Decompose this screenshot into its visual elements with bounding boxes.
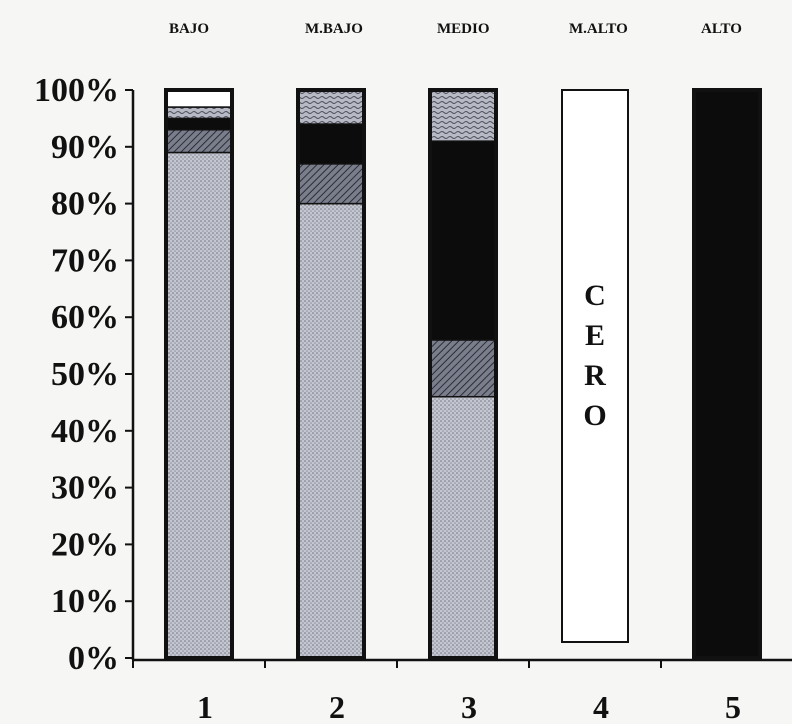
bar-segment-1-3: [165, 117, 233, 131]
bar-segment-2-2: [297, 163, 365, 205]
x-tick-label: 2: [329, 689, 345, 724]
y-tick-label: 30%: [51, 470, 119, 507]
bar-segment-5-3: [693, 89, 761, 659]
bar-segment-1-5: [165, 89, 233, 108]
x-tick-label: 4: [593, 689, 609, 724]
bar-segment-3-1: [429, 395, 497, 659]
category-title: M.ALTO: [569, 21, 628, 37]
x-axis-ticks: [132, 660, 662, 668]
y-tick-label: 100%: [34, 72, 119, 109]
x-axis-labels: 1 2 3 4 5: [197, 689, 741, 724]
bar-outline-1: [164, 88, 234, 660]
bar-outline-3: [428, 88, 498, 660]
category-title: BAJO: [169, 21, 209, 37]
x-tick-label: 5: [725, 689, 741, 724]
bar-segment-3-4: [429, 89, 497, 142]
bar-segment-1-1: [165, 151, 233, 659]
y-tick-label: 50%: [51, 356, 119, 393]
category-titles: BAJO M.BAJO MEDIO M.ALTO ALTO: [169, 21, 742, 37]
bar-segment-1-2: [165, 129, 233, 154]
category-title: M.BAJO: [305, 21, 363, 37]
bar-segment-3-3: [429, 140, 497, 341]
y-tick-label: 10%: [51, 583, 119, 620]
bar-outline-2: [296, 88, 366, 660]
y-tick-label: 80%: [51, 186, 119, 223]
bar-outline-5: [692, 88, 762, 660]
y-tick-label: 40%: [51, 413, 119, 450]
y-tick-label: 20%: [51, 526, 119, 563]
y-tick-label: 70%: [51, 242, 119, 279]
bar-segment-1-4: [165, 106, 233, 120]
bars: [164, 88, 762, 660]
bar-segment-2-3: [297, 123, 365, 165]
bar-segment-2-1: [297, 202, 365, 659]
x-tick-label: 1: [197, 689, 213, 724]
y-tick-label: 90%: [51, 129, 119, 166]
bar-segment-3-2: [429, 339, 497, 398]
y-axis-ticks: 0% 10% 20% 30% 40% 50% 60% 70% 80% 90% 100%: [34, 72, 133, 677]
x-tick-label: 3: [461, 689, 477, 724]
category-title: ALTO: [701, 21, 742, 37]
y-tick-label: 60%: [51, 299, 119, 336]
bar-segment-2-4: [297, 89, 365, 125]
bar-empty-4: [561, 89, 629, 643]
category-title: MEDIO: [437, 21, 490, 37]
y-tick-label: 0%: [68, 640, 119, 677]
